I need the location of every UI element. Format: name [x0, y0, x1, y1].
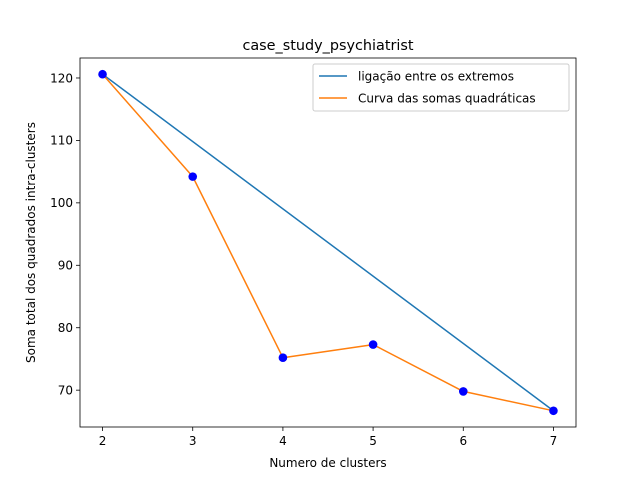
plot-frame: [79, 57, 577, 428]
data-point-6: [549, 406, 558, 416]
y-tick-label: 80: [58, 321, 73, 335]
y-axis-ticks: 70 80 90 100 110 120: [50, 71, 80, 397]
legend-frame: [312, 63, 570, 112]
legend-label-2: Curva das somas quadráticas: [358, 91, 536, 105]
series-line-1: [101, 73, 555, 412]
data-point-5: [458, 387, 468, 396]
x-tick-label: 4: [279, 434, 287, 448]
chart-title: case_study_psychiatrist: [242, 38, 413, 54]
y-axis-label: Soma total dos quadrados intra-clusters: [24, 122, 38, 363]
series-line-2: [101, 73, 555, 412]
y-tick-label: 110: [50, 134, 73, 148]
legend: ligação entre os extremos Curva das somas…: [312, 63, 570, 112]
y-tick-label: 100: [50, 196, 73, 210]
plot-area: [79, 57, 577, 428]
x-axis-ticks: 2 3 4 5 6 7: [99, 427, 558, 448]
legend-label-1: ligação entre os extremos: [358, 69, 514, 83]
series-layer: [101, 73, 555, 412]
y-tick-label: 90: [58, 259, 73, 273]
legend-items: ligação entre os extremos Curva das somas…: [319, 69, 536, 105]
y-tick-label: 120: [50, 71, 73, 85]
x-tick-label: 3: [189, 434, 197, 448]
x-tick-label: 2: [99, 434, 107, 448]
data-point-2: [188, 172, 198, 181]
data-point-3: [278, 353, 288, 362]
points-layer: [98, 69, 558, 416]
data-point-1: [98, 69, 107, 79]
x-axis-label: Numero de clusters: [269, 456, 386, 470]
y-tick-label: 70: [58, 383, 73, 397]
x-tick-label: 7: [550, 434, 558, 448]
x-tick-label: 5: [369, 434, 377, 448]
data-point-4: [368, 340, 378, 349]
x-tick-label: 6: [459, 434, 467, 448]
